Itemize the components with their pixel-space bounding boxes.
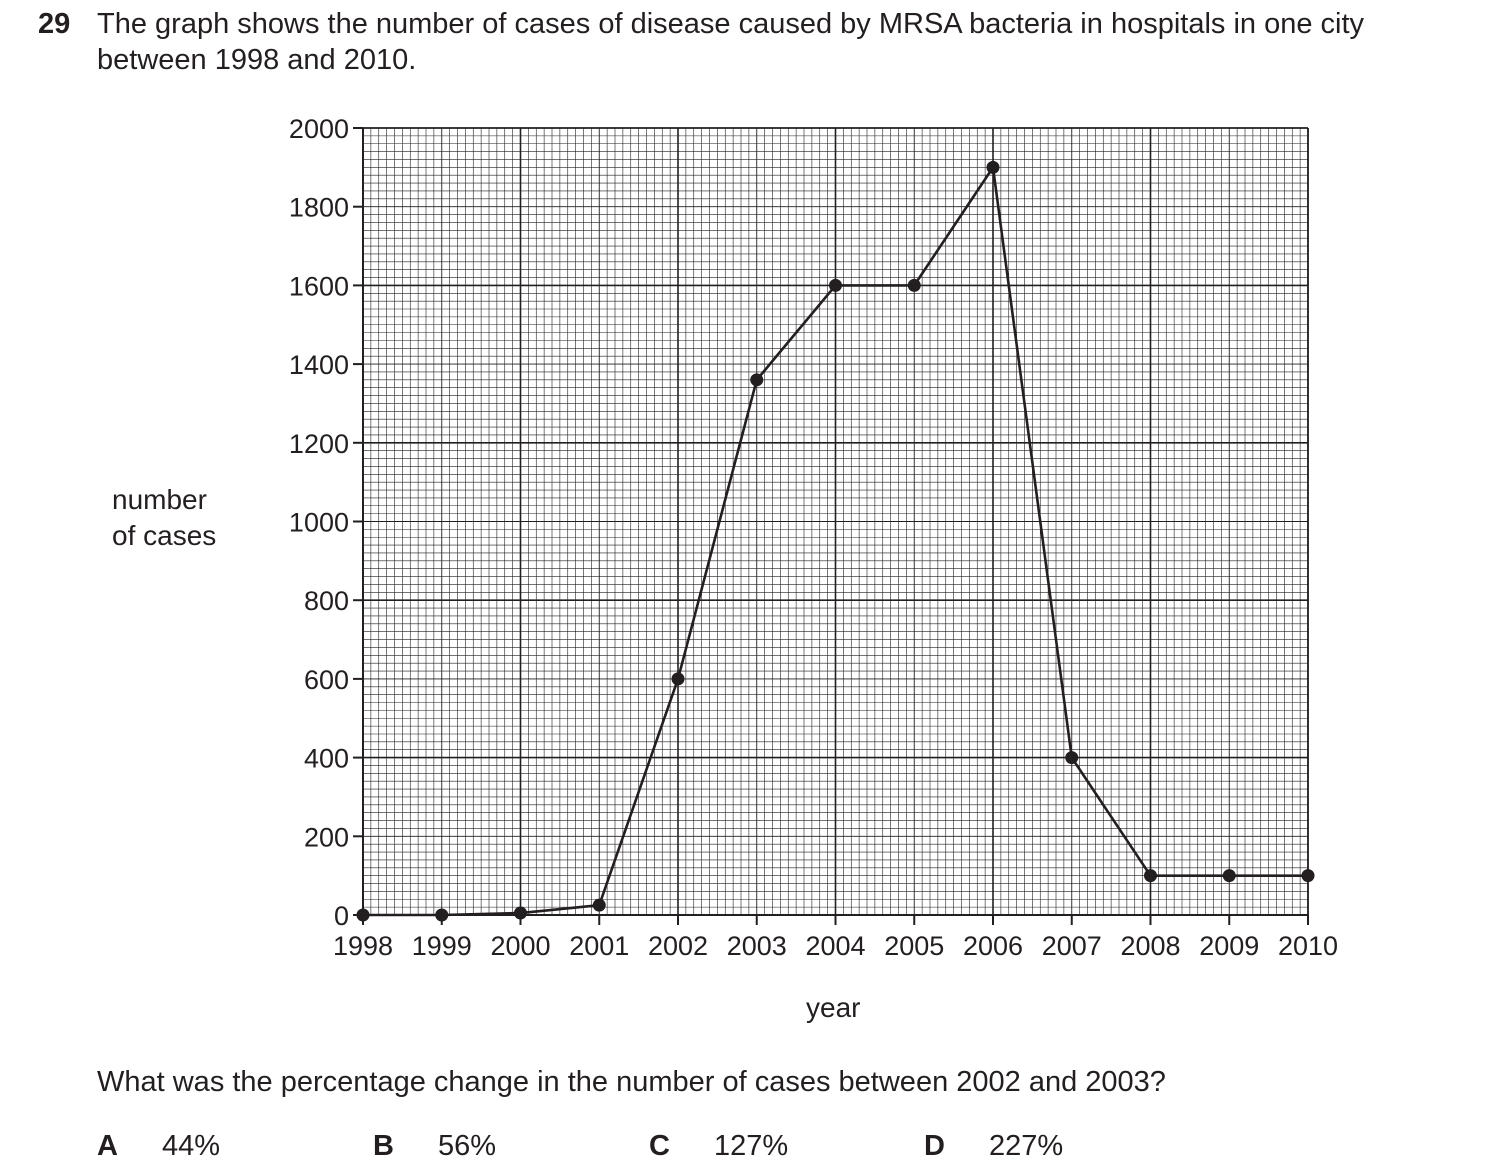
data-point [592,898,606,912]
y-axis-label-line-2: of cases [112,520,217,551]
option-value: 56% [438,1130,497,1162]
data-point [671,672,685,686]
x-tick-label: 1999 [412,931,472,961]
x-tick-label: 2005 [884,931,944,961]
data-point [1301,869,1315,883]
y-tick-label: 1000 [289,508,349,538]
data-point [435,908,449,922]
data-point [356,908,370,922]
data-series [356,160,1315,922]
x-tick-label: 2003 [727,931,787,961]
x-tick-label: 1998 [333,931,393,961]
option-letter: B [373,1130,394,1162]
y-tick-label: 600 [304,665,349,695]
question-number: 29 [38,8,71,40]
x-tick-label: 2007 [1042,931,1102,961]
y-tick-label: 200 [304,822,349,852]
x-tick-label: 2006 [963,931,1023,961]
data-point [750,373,764,387]
y-tick-label: 2000 [289,114,349,144]
x-axis-label: year [806,992,861,1023]
y-tick-label: 400 [304,744,349,774]
data-point [1144,869,1157,883]
option-letter: A [97,1130,118,1162]
y-tick-label: 1800 [289,193,349,223]
data-point [1222,869,1236,883]
question-prompt: What was the percentage change in the nu… [97,1066,1166,1098]
data-point [986,160,1000,174]
y-axis-label: number of cases [112,482,216,554]
option-value: 44% [162,1130,221,1162]
x-tick-label: 2008 [1120,931,1180,961]
y-tick-label: 0 [334,901,349,931]
data-point [829,278,842,292]
x-tick-label: 2001 [569,931,629,961]
option-value: 127% [714,1130,789,1162]
x-tick-label: 2010 [1278,931,1338,961]
y-tick-label: 1200 [289,429,349,459]
option-d[interactable]: D 227% [924,1128,1063,1164]
question-text: The graph shows the number of cases of d… [97,8,1365,76]
x-tick-label: 2000 [490,931,550,961]
option-value: 227% [989,1130,1064,1162]
axis-ticks [353,127,1309,925]
data-point [514,906,527,920]
y-tick-label: 1400 [289,350,349,380]
x-tick-label: 2002 [648,931,708,961]
y-tick-label: 800 [304,586,349,616]
y-axis-label-line-1: number [112,484,207,515]
option-b[interactable]: B 56% [373,1128,496,1164]
y-tick-label: 1600 [289,271,349,301]
x-tick-label: 2009 [1199,931,1259,961]
option-c[interactable]: C 127% [649,1128,788,1164]
tick-labels: 0 200 400 600 800 1000 1200 1400 1600 1800 2000 199… [289,114,1338,961]
option-letter: D [924,1130,945,1162]
data-point [1065,751,1079,765]
option-a[interactable]: A 44% [97,1128,220,1164]
option-letter: C [649,1130,670,1162]
data-point [907,278,921,292]
x-tick-label: 2004 [805,931,865,961]
